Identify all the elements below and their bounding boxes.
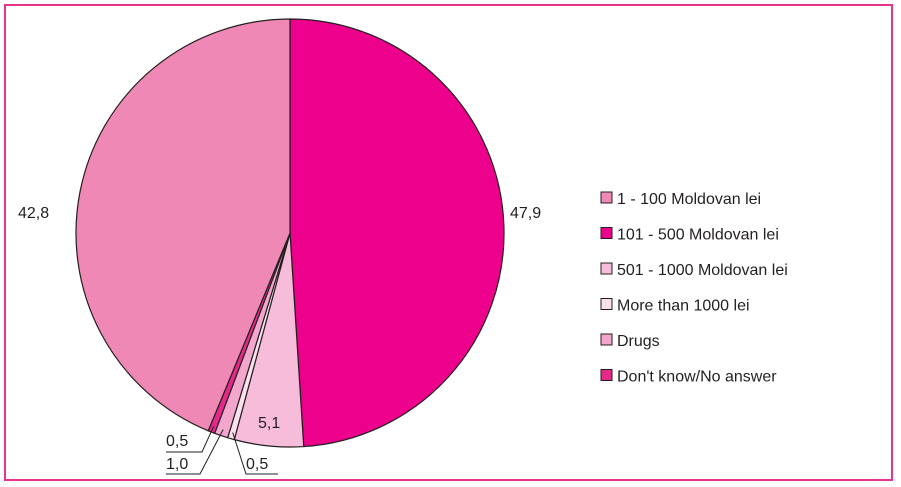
data-label-4: 1,0	[166, 456, 188, 473]
data-label-2: 5,1	[258, 415, 280, 432]
data-label-1: 47,9	[510, 205, 541, 222]
legend-swatch-1	[600, 227, 613, 239]
legend-label-5: Don't know/No answer	[617, 369, 777, 386]
label-leader-lines	[166, 425, 278, 475]
legend-label-3: More than 1000 lei	[617, 298, 750, 315]
data-label-5: 0,5	[166, 433, 188, 450]
leader-line-3	[232, 432, 278, 475]
legend-swatch-0	[600, 191, 613, 204]
pie-slice-0	[75, 18, 291, 432]
legend-swatch-2	[600, 262, 613, 275]
data-labels: 42,8 47,9 5,1 0,5 1,0 0,5	[18, 205, 541, 473]
legend: 1 - 100 Moldovan lei 101 - 500 Moldovan l…	[600, 191, 788, 386]
legend-label-1: 101 - 500 Moldovan lei	[617, 227, 779, 244]
data-label-0: 42,8	[18, 205, 49, 222]
data-label-3: 0,5	[246, 456, 268, 473]
pie-slice-1	[289, 18, 505, 448]
legend-swatch-3	[600, 298, 613, 310]
pie-slices	[75, 18, 505, 448]
legend-label-2: 501 - 1000 Moldovan lei	[617, 262, 788, 279]
legend-label-0: 1 - 100 Moldovan lei	[617, 191, 761, 208]
leader-line-5	[166, 425, 215, 453]
legend-swatch-4	[600, 333, 613, 346]
leader-line-4	[166, 429, 224, 475]
legend-label-4: Drugs	[617, 333, 660, 350]
legend-swatch-5	[600, 369, 613, 381]
